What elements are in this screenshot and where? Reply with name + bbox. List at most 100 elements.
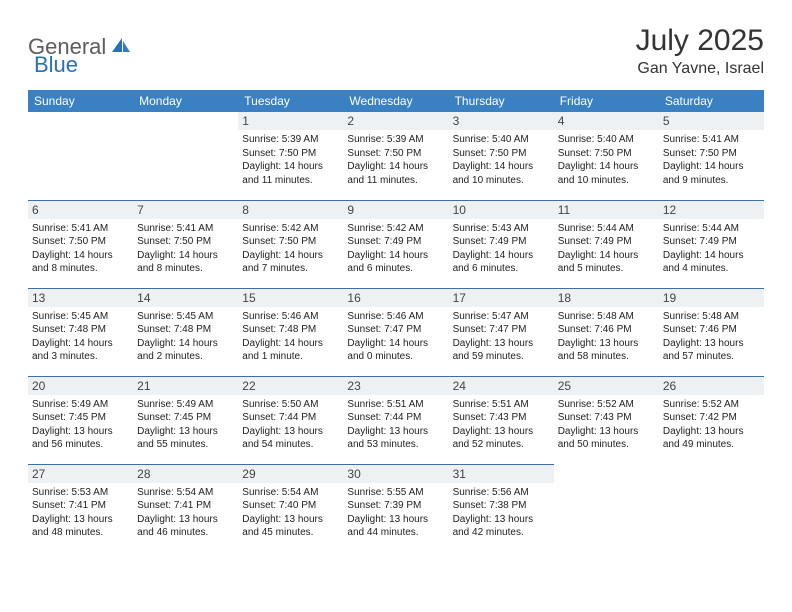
day-details: Sunrise: 5:39 AMSunset: 7:50 PMDaylight:… (347, 133, 444, 187)
day-cell: 29Sunrise: 5:54 AMSunset: 7:40 PMDayligh… (238, 464, 343, 552)
sunrise-text: Sunrise: 5:46 AM (347, 310, 444, 324)
sunset-text: Sunset: 7:50 PM (663, 147, 760, 161)
sunset-text: Sunset: 7:43 PM (453, 411, 550, 425)
daylight-text: Daylight: 14 hours (32, 249, 129, 263)
day-cell: 30Sunrise: 5:55 AMSunset: 7:39 PMDayligh… (343, 464, 448, 552)
sunset-text: Sunset: 7:41 PM (137, 499, 234, 513)
day-number: 3 (449, 112, 554, 130)
weekday-header-row: Sunday Monday Tuesday Wednesday Thursday… (28, 90, 764, 112)
daylight-text: Daylight: 13 hours (347, 513, 444, 527)
daylight-text-2: and 57 minutes. (663, 350, 760, 364)
sunrise-text: Sunrise: 5:45 AM (32, 310, 129, 324)
day-details: Sunrise: 5:52 AMSunset: 7:43 PMDaylight:… (558, 398, 655, 452)
day-details: Sunrise: 5:51 AMSunset: 7:43 PMDaylight:… (453, 398, 550, 452)
day-cell: 5 Sunrise: 5:41 AMSunset: 7:50 PMDaylight… (659, 112, 764, 200)
daylight-text: Daylight: 14 hours (137, 249, 234, 263)
day-number: 26 (659, 377, 764, 395)
day-details: Sunrise: 5:40 AMSunset: 7:50 PMDaylight:… (453, 133, 550, 187)
sunrise-text: Sunrise: 5:40 AM (453, 133, 550, 147)
day-number: 5 (659, 112, 764, 130)
daylight-text: Daylight: 13 hours (453, 425, 550, 439)
day-cell: 2 Sunrise: 5:39 AMSunset: 7:50 PMDaylight… (343, 112, 448, 200)
daylight-text: Daylight: 13 hours (32, 425, 129, 439)
day-number: 21 (133, 377, 238, 395)
sunrise-text: Sunrise: 5:45 AM (137, 310, 234, 324)
day-details: Sunrise: 5:41 AMSunset: 7:50 PMDaylight:… (137, 222, 234, 276)
day-details: Sunrise: 5:42 AMSunset: 7:49 PMDaylight:… (347, 222, 444, 276)
day-cell: 26Sunrise: 5:52 AMSunset: 7:42 PMDayligh… (659, 376, 764, 464)
day-number: 30 (343, 465, 448, 483)
weekday-header: Sunday (28, 90, 133, 112)
daylight-text-2: and 50 minutes. (558, 438, 655, 452)
title-block: July 2025 Gan Yavne, Israel (636, 24, 764, 78)
day-number: 18 (554, 289, 659, 307)
sunset-text: Sunset: 7:50 PM (32, 235, 129, 249)
sunrise-text: Sunrise: 5:46 AM (242, 310, 339, 324)
day-details: Sunrise: 5:50 AMSunset: 7:44 PMDaylight:… (242, 398, 339, 452)
daylight-text-2: and 0 minutes. (347, 350, 444, 364)
sunrise-text: Sunrise: 5:42 AM (242, 222, 339, 236)
day-number: 19 (659, 289, 764, 307)
sunrise-text: Sunrise: 5:55 AM (347, 486, 444, 500)
sunset-text: Sunset: 7:47 PM (453, 323, 550, 337)
day-number: 28 (133, 465, 238, 483)
day-number: 17 (449, 289, 554, 307)
daylight-text-2: and 58 minutes. (558, 350, 655, 364)
daylight-text: Daylight: 13 hours (242, 513, 339, 527)
daylight-text: Daylight: 14 hours (347, 249, 444, 263)
sunrise-text: Sunrise: 5:43 AM (453, 222, 550, 236)
day-cell: 19Sunrise: 5:48 AMSunset: 7:46 PMDayligh… (659, 288, 764, 376)
day-number: 4 (554, 112, 659, 130)
day-number: 24 (449, 377, 554, 395)
daylight-text-2: and 1 minute. (242, 350, 339, 364)
daylight-text: Daylight: 13 hours (558, 425, 655, 439)
daylight-text-2: and 11 minutes. (347, 174, 444, 188)
daylight-text-2: and 9 minutes. (663, 174, 760, 188)
day-cell: 4Sunrise: 5:40 AMSunset: 7:50 PMDaylight… (554, 112, 659, 200)
day-number: 2 (343, 112, 448, 130)
sunrise-text: Sunrise: 5:40 AM (558, 133, 655, 147)
day-cell: 24 Sunrise: 5:51 AMSunset: 7:43 PMDayligh… (449, 376, 554, 464)
daylight-text: Daylight: 14 hours (453, 249, 550, 263)
sunset-text: Sunset: 7:50 PM (558, 147, 655, 161)
sunset-text: Sunset: 7:43 PM (558, 411, 655, 425)
daylight-text-2: and 2 minutes. (137, 350, 234, 364)
day-details: Sunrise: 5:43 AMSunset: 7:49 PMDaylight:… (453, 222, 550, 276)
sunset-text: Sunset: 7:49 PM (663, 235, 760, 249)
sunrise-text: Sunrise: 5:53 AM (32, 486, 129, 500)
day-cell: 18Sunrise: 5:48 AMSunset: 7:46 PMDayligh… (554, 288, 659, 376)
sunrise-text: Sunrise: 5:49 AM (137, 398, 234, 412)
daylight-text-2: and 10 minutes. (558, 174, 655, 188)
day-cell: 7Sunrise: 5:41 AMSunset: 7:50 PMDaylight… (133, 200, 238, 288)
day-number: 12 (659, 201, 764, 219)
week-row: 20Sunrise: 5:49 AMSunset: 7:45 PMDayligh… (28, 376, 764, 464)
daylight-text-2: and 6 minutes. (347, 262, 444, 276)
day-cell: 9Sunrise: 5:42 AMSunset: 7:49 PMDaylight… (343, 200, 448, 288)
daylight-text-2: and 8 minutes. (32, 262, 129, 276)
sunrise-text: Sunrise: 5:51 AM (453, 398, 550, 412)
day-details: Sunrise: 5:49 AMSunset: 7:45 PMDaylight:… (32, 398, 129, 452)
daylight-text: Daylight: 13 hours (137, 425, 234, 439)
daylight-text: Daylight: 13 hours (242, 425, 339, 439)
day-number: 29 (238, 465, 343, 483)
calendar-page: General July 2025 Gan Yavne, Israel Blue… (0, 0, 792, 576)
sunset-text: Sunset: 7:41 PM (32, 499, 129, 513)
daylight-text-2: and 10 minutes. (453, 174, 550, 188)
daylight-text-2: and 45 minutes. (242, 526, 339, 540)
sunrise-text: Sunrise: 5:41 AM (663, 133, 760, 147)
day-cell: 11Sunrise: 5:44 AMSunset: 7:49 PMDayligh… (554, 200, 659, 288)
sunset-text: Sunset: 7:50 PM (137, 235, 234, 249)
day-details: Sunrise: 5:44 AMSunset: 7:49 PMDaylight:… (663, 222, 760, 276)
day-number: 27 (28, 465, 133, 483)
calendar-table: Sunday Monday Tuesday Wednesday Thursday… (28, 90, 764, 552)
sunset-text: Sunset: 7:38 PM (453, 499, 550, 513)
daylight-text-2: and 56 minutes. (32, 438, 129, 452)
day-cell (659, 464, 764, 552)
day-details: Sunrise: 5:41 AMSunset: 7:50 PMDaylight:… (663, 133, 760, 187)
sunset-text: Sunset: 7:50 PM (242, 147, 339, 161)
daylight-text: Daylight: 14 hours (32, 337, 129, 351)
day-number: 8 (238, 201, 343, 219)
daylight-text-2: and 6 minutes. (453, 262, 550, 276)
sunset-text: Sunset: 7:45 PM (137, 411, 234, 425)
sunset-text: Sunset: 7:48 PM (137, 323, 234, 337)
